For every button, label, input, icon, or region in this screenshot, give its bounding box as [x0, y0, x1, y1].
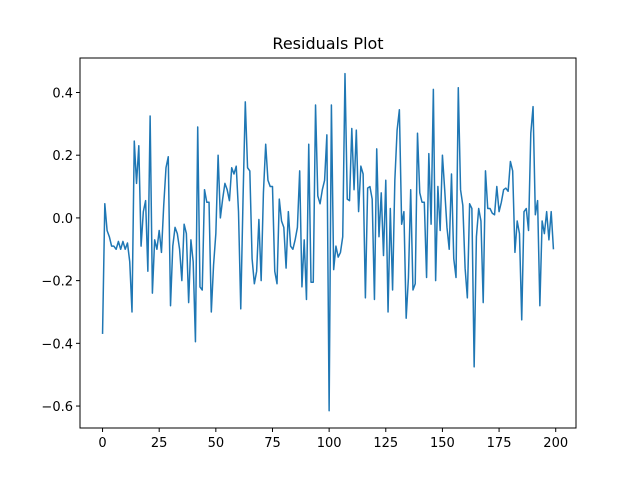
x-tick-label: 50: [208, 436, 225, 451]
x-tick-label: 100: [317, 436, 342, 451]
y-tick-label: −0.6: [41, 400, 73, 415]
x-tick-label: 150: [430, 436, 455, 451]
y-tick-label: −0.4: [41, 337, 73, 352]
y-tick-label: 0.2: [52, 149, 73, 164]
x-tick-label: 75: [264, 436, 281, 451]
chart-title: Residuals Plot: [272, 34, 383, 53]
x-tick-label: 200: [543, 436, 568, 451]
residual-line: [101, 72, 555, 412]
x-tick-label: 175: [487, 436, 512, 451]
y-tick-label: 0.0: [52, 212, 73, 227]
y-tick-label: 0.4: [52, 86, 73, 101]
x-tick-label: 25: [151, 436, 168, 451]
x-tick-label: 125: [373, 436, 398, 451]
y-tick-label: −0.2: [41, 275, 73, 290]
plot-frame: [79, 57, 577, 429]
x-tick-label: 0: [98, 436, 106, 451]
